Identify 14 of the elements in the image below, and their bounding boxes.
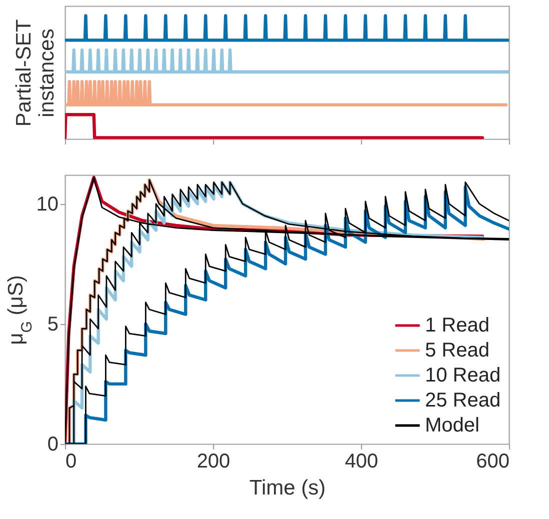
legend-label: 5 Read [425,340,490,362]
x-tick-label: 400 [344,450,378,472]
x-axis-title: Time (s) [249,476,326,500]
x-tick-label: 0 [66,450,77,472]
y-axis-title: Partial-SET instances [12,19,58,127]
legend-label: 25 Read [425,390,501,412]
legend-label: 1 Read [425,314,490,336]
y-tick-label: 0 [47,434,58,456]
y-tick-label: 10 [36,193,58,216]
x-tick-label: 200 [196,450,230,472]
legend-label: 10 Read [425,364,501,386]
x-tick-label: 600 [476,450,510,472]
y-tick-label: 5 [47,313,58,336]
legend-label: Model [425,414,480,436]
